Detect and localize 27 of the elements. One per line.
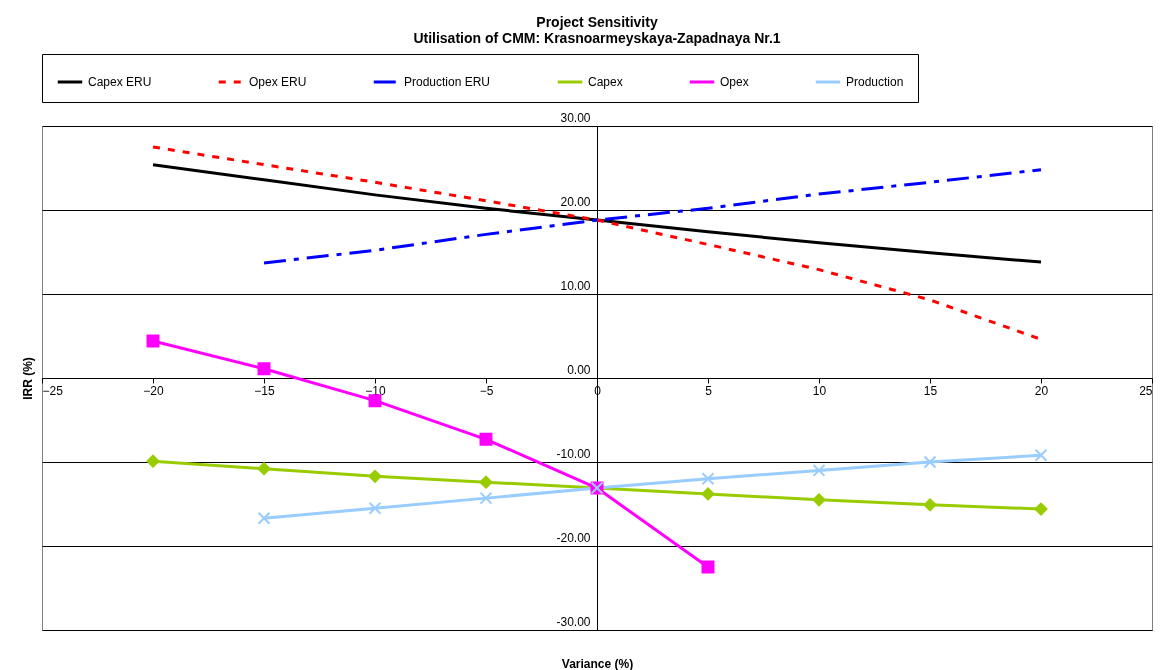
chart-title: Project Sensitivity <box>536 13 658 30</box>
x-tick-label: −5 <box>479 383 494 398</box>
y-tick-label: 20.00 <box>560 194 591 209</box>
x-axis-title: Variance (%) <box>561 656 634 670</box>
x-tick-label: 25 <box>1139 383 1153 398</box>
y-axis-title: IRR (%) <box>20 357 35 400</box>
x-tick-label: −10 <box>365 383 386 398</box>
legend-label: Opex <box>720 75 749 89</box>
x-tick-label: 5 <box>705 383 713 398</box>
legend-label: Production <box>846 75 904 89</box>
legend-label: Capex <box>588 75 623 89</box>
y-tick-label: 30.00 <box>560 110 591 125</box>
x-tick-label: 10 <box>812 383 827 398</box>
y-tick-label: 0.00 <box>567 362 591 377</box>
y-tick-label: -10.00 <box>556 446 591 461</box>
y-tick-label: 10.00 <box>560 278 591 293</box>
x-tick-label: −15 <box>254 383 275 398</box>
x-tick-label: 20 <box>1034 383 1049 398</box>
y-tick-label: -20.00 <box>556 530 591 545</box>
legend-label: Opex ERU <box>249 75 307 89</box>
x-tick-label: −20 <box>143 383 164 398</box>
chart-subtitle: Utilisation of CMM: Krasnoarmeyskaya-Zapadnaya Nr.1 <box>413 29 781 46</box>
x-tick-label: −25 <box>42 383 64 398</box>
y-tick-label: -30.00 <box>556 614 591 629</box>
x-tick-label: 15 <box>923 383 938 398</box>
legend-label: Production ERU <box>404 75 491 89</box>
legend-label: Capex ERU <box>88 75 152 89</box>
